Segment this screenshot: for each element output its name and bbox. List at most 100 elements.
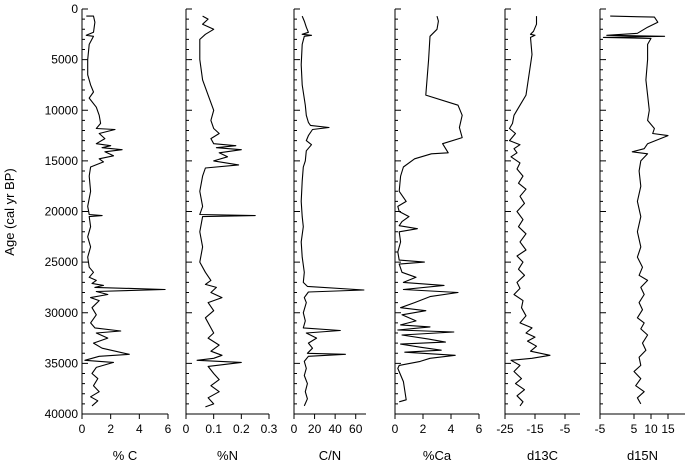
data-point [448, 152, 449, 153]
y-tick-label: 0 [71, 2, 78, 16]
data-point [403, 282, 404, 283]
x-axis-title: % C [113, 448, 138, 463]
data-point [255, 215, 256, 216]
data-point [531, 54, 532, 55]
y-tick-label: 30000 [45, 306, 79, 320]
y-tick-label: 20000 [45, 205, 79, 219]
data-point [459, 127, 460, 128]
data-point [97, 400, 98, 401]
x-tick-label: 0.3 [261, 422, 278, 436]
y-tick-label: 10000 [45, 103, 79, 117]
panel-1: 0 5000 10000 15000 20000 25000 30000 35000 40000… [45, 2, 172, 463]
data-point [445, 342, 446, 343]
data-point [219, 152, 220, 153]
data-point [401, 334, 402, 335]
data-point [165, 289, 166, 290]
data-point [640, 328, 641, 329]
data-point [307, 286, 308, 287]
data-point [87, 206, 88, 207]
data-point [208, 338, 209, 339]
data-point [606, 35, 607, 36]
data-point [654, 128, 655, 129]
data-point [102, 147, 103, 148]
x-axis-title: %Ca [423, 448, 452, 463]
x-axis-title: d13C [527, 448, 558, 463]
data-point [205, 317, 206, 318]
series-line [602, 15, 669, 405]
data-point [536, 346, 537, 347]
data-point [241, 362, 242, 363]
data-point [510, 156, 511, 157]
data-point [102, 215, 103, 216]
data-point [525, 95, 526, 96]
data-point [637, 231, 638, 232]
data-point [107, 294, 108, 295]
data-point [87, 257, 88, 258]
data-point [87, 236, 88, 237]
x-axis-title: %N [217, 448, 238, 463]
data-point [519, 322, 520, 323]
panel-4: 0 2 4 6 %Ca [392, 8, 483, 463]
data-point [96, 128, 97, 129]
data-point [87, 74, 88, 75]
data-point [414, 302, 415, 303]
data-point [219, 379, 220, 380]
data-point [90, 191, 91, 192]
x-tick-label: 5 [631, 422, 638, 436]
data-point [534, 337, 535, 338]
data-point [524, 389, 525, 390]
data-point [408, 216, 409, 217]
x-tick-label: 4 [136, 422, 143, 436]
data-point [397, 368, 398, 369]
data-point [99, 158, 100, 159]
data-point [438, 21, 439, 22]
data-point [301, 64, 302, 65]
data-point [213, 310, 214, 311]
data-point [525, 332, 526, 333]
x-tick-label: 6 [165, 422, 172, 436]
data-point [431, 153, 432, 154]
data-point [307, 353, 308, 354]
data-point [99, 356, 100, 357]
data-point [87, 59, 88, 60]
y-tick-label: 15000 [45, 154, 79, 168]
data-point [302, 216, 303, 217]
data-point [213, 143, 214, 144]
data-point [96, 314, 97, 315]
data-point [306, 332, 307, 333]
data-point [305, 105, 306, 106]
data-point [457, 292, 458, 293]
data-point [635, 385, 636, 386]
data-point [308, 32, 309, 33]
data-point [213, 332, 214, 333]
data-point [308, 122, 309, 123]
data-point [549, 355, 550, 356]
data-point [205, 272, 206, 273]
data-point [114, 129, 115, 130]
data-point [647, 59, 648, 60]
data-point [443, 285, 444, 286]
data-point [93, 91, 94, 92]
x-tick-label: -25 [496, 422, 514, 436]
data-point [90, 396, 91, 397]
data-point [93, 16, 94, 17]
data-point [208, 302, 209, 303]
data-point [513, 115, 514, 116]
data-point [640, 403, 641, 404]
data-point [307, 383, 308, 384]
data-point [522, 300, 523, 301]
data-point [94, 327, 95, 328]
data-point [425, 310, 426, 311]
data-point [199, 59, 200, 60]
data-point [519, 162, 520, 163]
data-point [399, 191, 400, 192]
data-point [518, 226, 519, 227]
data-point [513, 148, 514, 149]
data-point [637, 257, 638, 258]
data-point [202, 79, 203, 80]
data-point [637, 397, 638, 398]
data-point [96, 143, 97, 144]
data-point [306, 302, 307, 303]
